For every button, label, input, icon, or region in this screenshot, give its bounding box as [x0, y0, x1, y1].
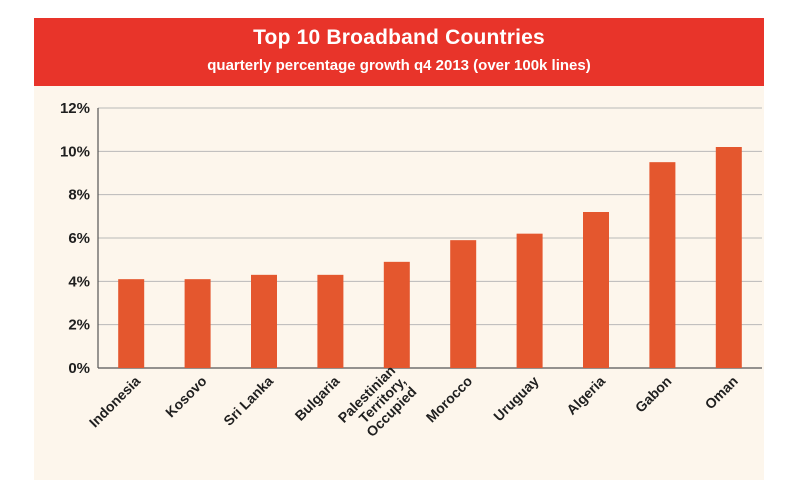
x-category-label-line: Oman [702, 373, 741, 412]
y-tick-label: 6% [68, 230, 90, 247]
x-category-label: Algeria [563, 373, 608, 418]
y-tick-label: 2% [68, 317, 90, 334]
x-category-label-line: Algeria [563, 373, 608, 418]
x-category-label: Kosovo [162, 373, 210, 421]
x-category-label: Oman [702, 373, 741, 412]
x-category-label-line: Uruguay [490, 373, 542, 425]
bar [184, 279, 211, 368]
bar [383, 261, 410, 368]
x-category-label: Gabon [632, 373, 675, 416]
bar [317, 274, 344, 368]
chart-subtitle: quarterly percentage growth q4 2013 (ove… [207, 57, 591, 74]
bar [715, 147, 742, 368]
x-category-label: Uruguay [490, 373, 542, 425]
x-category-label-line: Indonesia [86, 373, 144, 431]
bar [649, 162, 676, 368]
x-category-label: Morocco [423, 373, 476, 426]
bar [251, 274, 277, 368]
x-category-label-line: Gabon [632, 373, 675, 416]
chart-card: Top 10 Broadband Countries quarterly per… [34, 18, 764, 480]
bar [118, 279, 145, 368]
chart-title: Top 10 Broadband Countries [253, 26, 545, 49]
x-category-label-line: Kosovo [162, 373, 210, 421]
bar [450, 240, 477, 368]
title-banner: Top 10 Broadband Countries quarterly per… [34, 18, 764, 86]
x-category-label-line: Sri Lanka [220, 373, 276, 429]
y-tick-label: 0% [68, 360, 90, 377]
x-category-label: PalestinianTerritory,Occupied [335, 362, 420, 447]
x-category-label: Indonesia [86, 373, 144, 431]
bar [516, 233, 543, 368]
y-tick-label: 10% [60, 143, 90, 160]
y-tick-label: 8% [68, 187, 90, 204]
y-tick-label: 4% [68, 273, 90, 290]
bar [583, 212, 609, 368]
x-category-label: Sri Lanka [220, 373, 276, 429]
x-category-label-line: Morocco [423, 373, 476, 426]
y-tick-label: 12% [60, 100, 90, 117]
